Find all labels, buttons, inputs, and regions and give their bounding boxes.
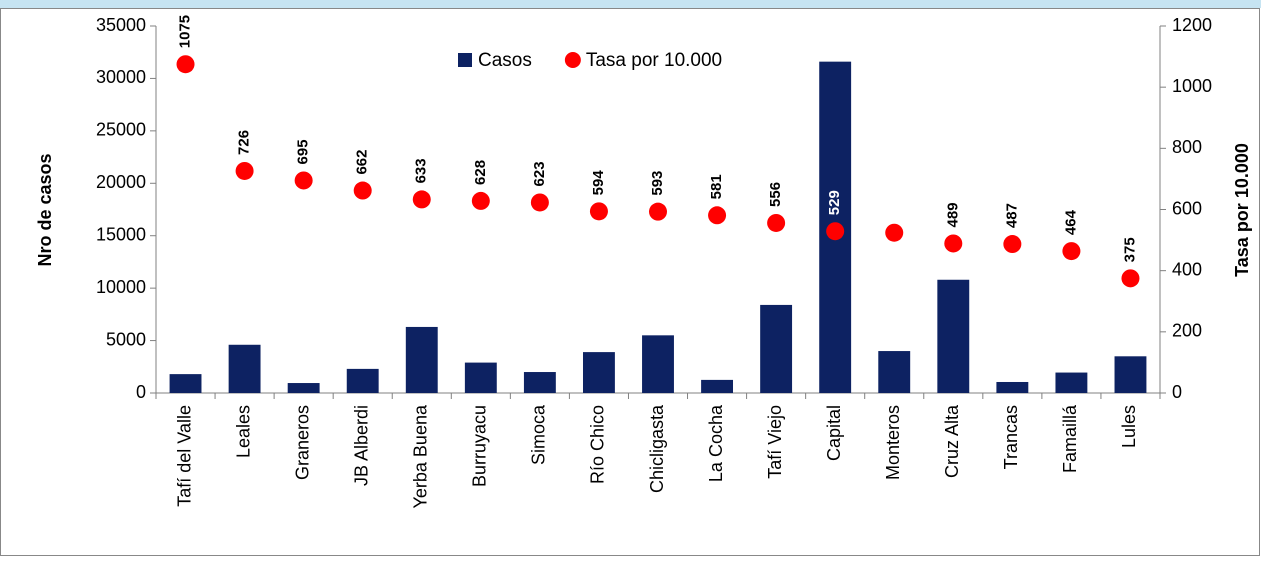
x-tick-label: Simoca <box>529 404 549 465</box>
data-label: 375 <box>1121 237 1138 262</box>
rate-dot <box>649 202 667 221</box>
data-label: 628 <box>472 160 489 185</box>
rate-dot <box>1062 242 1081 261</box>
rate-dot <box>1121 269 1140 288</box>
title-band <box>0 0 1261 8</box>
bar <box>1055 372 1088 393</box>
x-tick-label: Yerba Buena <box>411 404 431 508</box>
bar <box>701 379 734 393</box>
x-tick-label: Leales <box>233 405 253 458</box>
rate-dot <box>885 223 904 242</box>
bar <box>228 344 261 393</box>
y2-tick-label: 800 <box>1172 137 1202 157</box>
x-tick-label: Burruyacu <box>470 405 490 487</box>
rate-dot <box>826 222 845 241</box>
rate-dot <box>176 55 195 74</box>
x-tick-label: JB Alberdi <box>351 405 371 486</box>
data-label: 633 <box>413 158 430 183</box>
data-label: 662 <box>354 150 371 175</box>
rate-dot <box>294 171 313 190</box>
y-axis-title: Nro de casos <box>35 153 55 266</box>
bar <box>287 383 320 393</box>
bar <box>878 351 911 393</box>
y2-axis-title: Tasa por 10.000 <box>1232 143 1252 277</box>
data-label: 464 <box>1062 209 1079 235</box>
y-tick-label: 10000 <box>96 277 146 297</box>
rate-dot <box>353 181 372 200</box>
y2-tick-label: 1000 <box>1172 76 1212 96</box>
bar <box>523 372 556 393</box>
data-label: 581 <box>708 174 725 199</box>
rate-dot <box>471 191 490 210</box>
rate-dot <box>530 193 549 212</box>
y2-tick-label: 400 <box>1172 259 1202 279</box>
y2-tick-label: 600 <box>1172 198 1202 218</box>
data-label: 695 <box>295 139 312 164</box>
x-tick-label: Tafí Viejo <box>765 405 785 479</box>
legend-label: Tasa por 10.000 <box>586 50 722 71</box>
rate-dot <box>767 213 786 232</box>
rate-dot <box>944 234 963 253</box>
rate-dot <box>1003 235 1022 254</box>
data-label: 623 <box>531 161 548 186</box>
y-tick-label: 20000 <box>96 172 146 192</box>
bar <box>642 335 674 393</box>
y2-tick-label: 0 <box>1172 382 1182 402</box>
y-tick-label: 30000 <box>96 67 146 87</box>
bar <box>760 304 793 393</box>
x-tick-label: Chicligasta <box>647 404 667 493</box>
data-label: 489 <box>944 202 961 227</box>
data-label: 556 <box>767 182 784 207</box>
data-label: 1075 <box>176 15 193 48</box>
y-tick-label: 25000 <box>96 120 146 140</box>
legend-label: Casos <box>478 50 532 71</box>
x-tick-label: Cruz Alta <box>942 404 962 478</box>
bar <box>937 279 970 393</box>
y2-tick-label: 1200 <box>1172 15 1212 35</box>
y-tick-label: 15000 <box>96 224 146 244</box>
rate-dot <box>589 202 608 221</box>
legend-swatch <box>458 53 472 67</box>
bar <box>346 368 379 393</box>
data-label: 594 <box>590 170 607 196</box>
data-label: 593 <box>649 171 666 196</box>
data-label: 726 <box>236 130 253 155</box>
data-label: 529 <box>826 190 843 215</box>
bar <box>169 374 202 393</box>
x-tick-label: Lules <box>1119 405 1139 448</box>
x-tick-label: Tafí del Valle <box>174 405 194 507</box>
x-tick-label: Monteros <box>883 405 903 480</box>
bar <box>405 326 438 393</box>
data-label: 487 <box>1003 203 1020 228</box>
x-tick-label: Capital <box>824 405 844 461</box>
bar <box>582 352 615 393</box>
x-tick-label: La Cocha <box>706 404 726 482</box>
chart-border <box>0 8 1260 556</box>
rate-dot <box>235 161 254 180</box>
y-tick-label: 35000 <box>96 15 146 35</box>
bar <box>1114 356 1147 393</box>
x-tick-label: Trancas <box>1001 405 1021 469</box>
legend-swatch <box>564 52 581 68</box>
bar <box>996 381 1029 393</box>
bar <box>464 362 497 393</box>
rate-dot <box>412 190 431 209</box>
x-tick-label: Famaillá <box>1060 404 1080 473</box>
x-tick-label: Río Chico <box>588 405 608 484</box>
x-tick-label: Graneros <box>292 405 312 480</box>
y2-tick-label: 200 <box>1172 321 1202 341</box>
y-tick-label: 5000 <box>106 329 146 349</box>
y-tick-label: 0 <box>136 382 146 402</box>
rate-dot <box>708 206 727 225</box>
